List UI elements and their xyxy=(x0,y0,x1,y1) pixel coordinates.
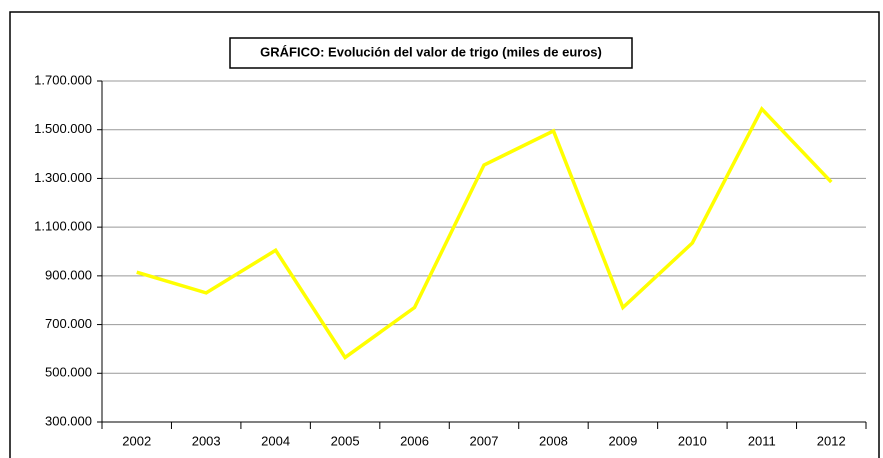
y-tick-label: 700.000 xyxy=(45,316,92,331)
x-tick-label: 2007 xyxy=(470,433,499,448)
x-tick-label: 2005 xyxy=(331,433,360,448)
y-tick-label: 1.300.000 xyxy=(34,170,92,185)
line-series xyxy=(136,106,833,360)
y-tick-label: 1.700.000 xyxy=(34,72,92,87)
y-tick-label: 500.000 xyxy=(45,365,92,380)
y-tick-label: 900.000 xyxy=(45,267,92,282)
y-tick-label: 300.000 xyxy=(45,413,92,428)
x-tick-label: 2008 xyxy=(539,433,568,448)
chart-title: GRÁFICO: Evolución del valor de trigo (m… xyxy=(260,44,602,59)
x-tick-label: 2010 xyxy=(678,433,707,448)
y-tick-label: 1.100.000 xyxy=(34,219,92,234)
x-tick-label: 2011 xyxy=(748,433,776,448)
x-tick-label: 2009 xyxy=(608,433,637,448)
x-tick-label: 2004 xyxy=(261,433,290,448)
x-tick-label: 2003 xyxy=(192,433,221,448)
x-tick-label: 2006 xyxy=(400,433,429,448)
x-tick-label: 2012 xyxy=(817,433,846,448)
y-tick-label: 1.500.000 xyxy=(34,121,92,136)
x-tick-label: 2002 xyxy=(122,433,151,448)
chart-frame xyxy=(9,11,880,458)
title-box xyxy=(229,37,633,69)
